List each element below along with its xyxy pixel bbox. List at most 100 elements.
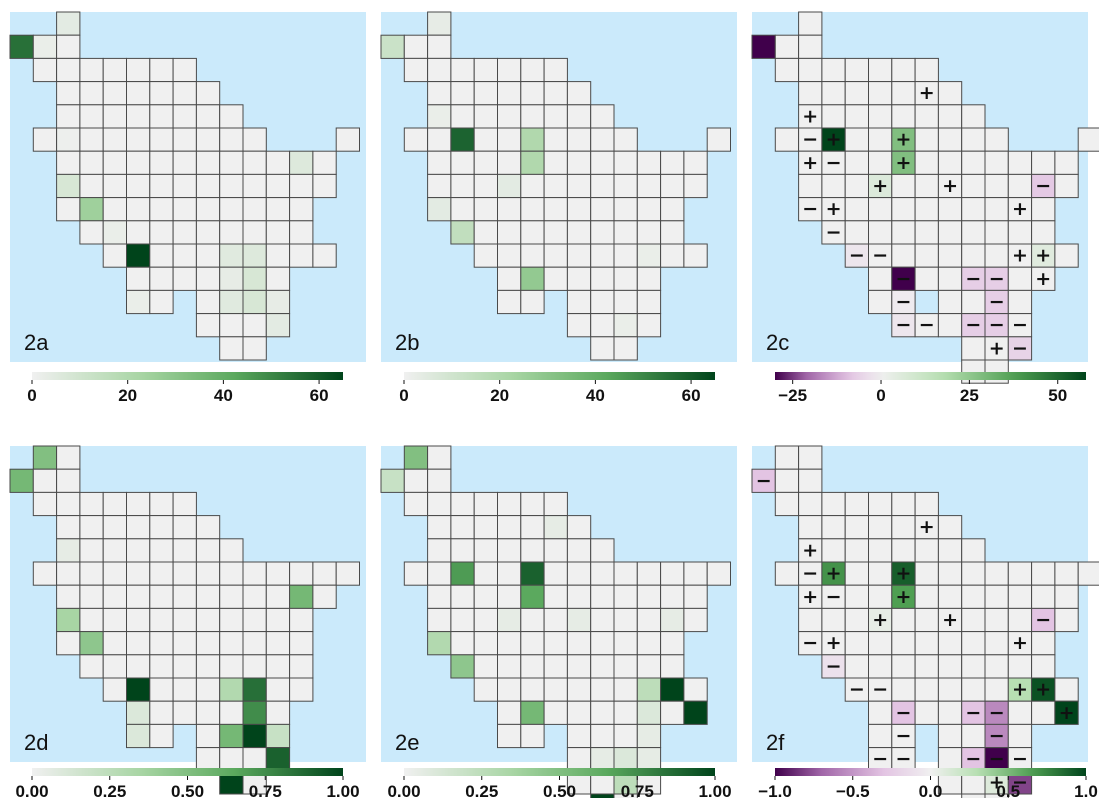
grid-cell (636, 747, 662, 772)
grid-cell (79, 584, 104, 609)
grid-cell (403, 468, 429, 493)
grid-cell (590, 631, 615, 656)
grid-cell (914, 538, 939, 563)
grid-cell (219, 243, 244, 268)
grid-cell (312, 150, 337, 175)
grid-cell (891, 220, 916, 245)
grid-cell (520, 607, 545, 633)
grid-cell (1054, 677, 1079, 702)
sign-marker: − (802, 632, 818, 654)
grid-cell (636, 313, 662, 338)
grid-cell (289, 654, 314, 679)
grid-cell (149, 491, 174, 517)
grid-cell (450, 538, 475, 563)
panel-2d: 2d 0.00 0.25 0.50 0.75 1.00 (9, 445, 366, 798)
grid-cell (984, 243, 1009, 268)
sign-marker: + (989, 771, 1005, 793)
grid-cell (590, 336, 615, 361)
grid-cell (868, 266, 893, 291)
grid-cell (844, 515, 870, 540)
colorbar-tick-label: 0.5 (996, 782, 1020, 798)
grid-cell (219, 584, 244, 609)
grid-cell (219, 561, 244, 586)
sign-marker: − (756, 470, 772, 492)
grid-cell (566, 631, 592, 656)
grid-cell (497, 127, 522, 152)
sign-marker: + (919, 516, 935, 538)
grid-cell (427, 34, 452, 59)
grid-cell (126, 81, 151, 106)
grid-cell (566, 173, 592, 199)
grid-cell (961, 793, 986, 798)
grid-cell (613, 561, 638, 586)
grid-cell (914, 243, 939, 268)
grid-cell (1054, 150, 1079, 175)
grid-cell (172, 654, 197, 679)
grid-cell (102, 654, 127, 679)
grid-cell (242, 607, 267, 633)
grid-cell (126, 631, 151, 656)
grid-cell (497, 266, 522, 291)
grid-cell (79, 104, 104, 129)
grid-cell (937, 104, 963, 129)
grid-cell (149, 700, 174, 725)
grid-cell (914, 197, 939, 222)
sign-marker: − (965, 314, 981, 336)
grid-cell (683, 584, 708, 609)
sign-marker: + (1059, 702, 1075, 724)
grid-cell (32, 491, 58, 517)
grid-cell (1077, 127, 1099, 152)
grid-cell (520, 700, 545, 725)
grid-cell (242, 313, 267, 338)
sign-marker: + (1012, 632, 1028, 654)
grid-cell (660, 150, 685, 175)
sign-marker: + (826, 129, 842, 151)
grid-cell (774, 561, 800, 586)
grid-cell (289, 150, 314, 175)
grid-cell (868, 197, 893, 222)
grid-cell (219, 173, 244, 199)
grid-cell (1007, 723, 1033, 749)
grid-cell (891, 491, 916, 517)
grid-cell (9, 468, 34, 493)
grid-cell (427, 538, 452, 563)
sign-marker: + (942, 175, 958, 197)
grid-cell (798, 607, 823, 633)
grid-cell (543, 57, 568, 83)
sign-marker: + (826, 198, 842, 220)
grid-cell (1054, 607, 1079, 633)
grid-cell (636, 607, 662, 633)
colorbar-tick-label: 25 (960, 386, 979, 405)
grid-cell (660, 584, 685, 609)
grid-cell (914, 561, 939, 586)
grid-cell (32, 468, 58, 493)
grid-cell (380, 468, 405, 493)
sign-marker: − (895, 314, 911, 336)
sign-marker: + (1012, 679, 1028, 701)
grid-cell (427, 127, 452, 152)
grid-cell (219, 747, 244, 772)
sign-marker: + (802, 539, 818, 561)
grid-cell (590, 747, 615, 772)
grid-cell (102, 127, 127, 152)
grid-cell (79, 173, 104, 199)
grid-cell (566, 723, 592, 749)
grid-cell (56, 150, 81, 175)
grid-cell (265, 220, 291, 245)
grid-cell (590, 677, 615, 702)
grid-cell (566, 515, 592, 540)
grid-cell (937, 81, 963, 106)
grid-cell (566, 677, 592, 702)
grid-cell (891, 104, 916, 129)
grid-cell (821, 491, 846, 517)
grid-cell (821, 173, 846, 199)
grid-cell (590, 538, 615, 563)
grid-cell (427, 81, 452, 106)
grid-cell (590, 104, 615, 129)
grid-cell (937, 561, 963, 586)
colorbar-tick-label: 1.00 (326, 782, 359, 798)
grid-cell (102, 584, 127, 609)
grid-cell (798, 57, 823, 83)
grid-cell (289, 243, 314, 268)
